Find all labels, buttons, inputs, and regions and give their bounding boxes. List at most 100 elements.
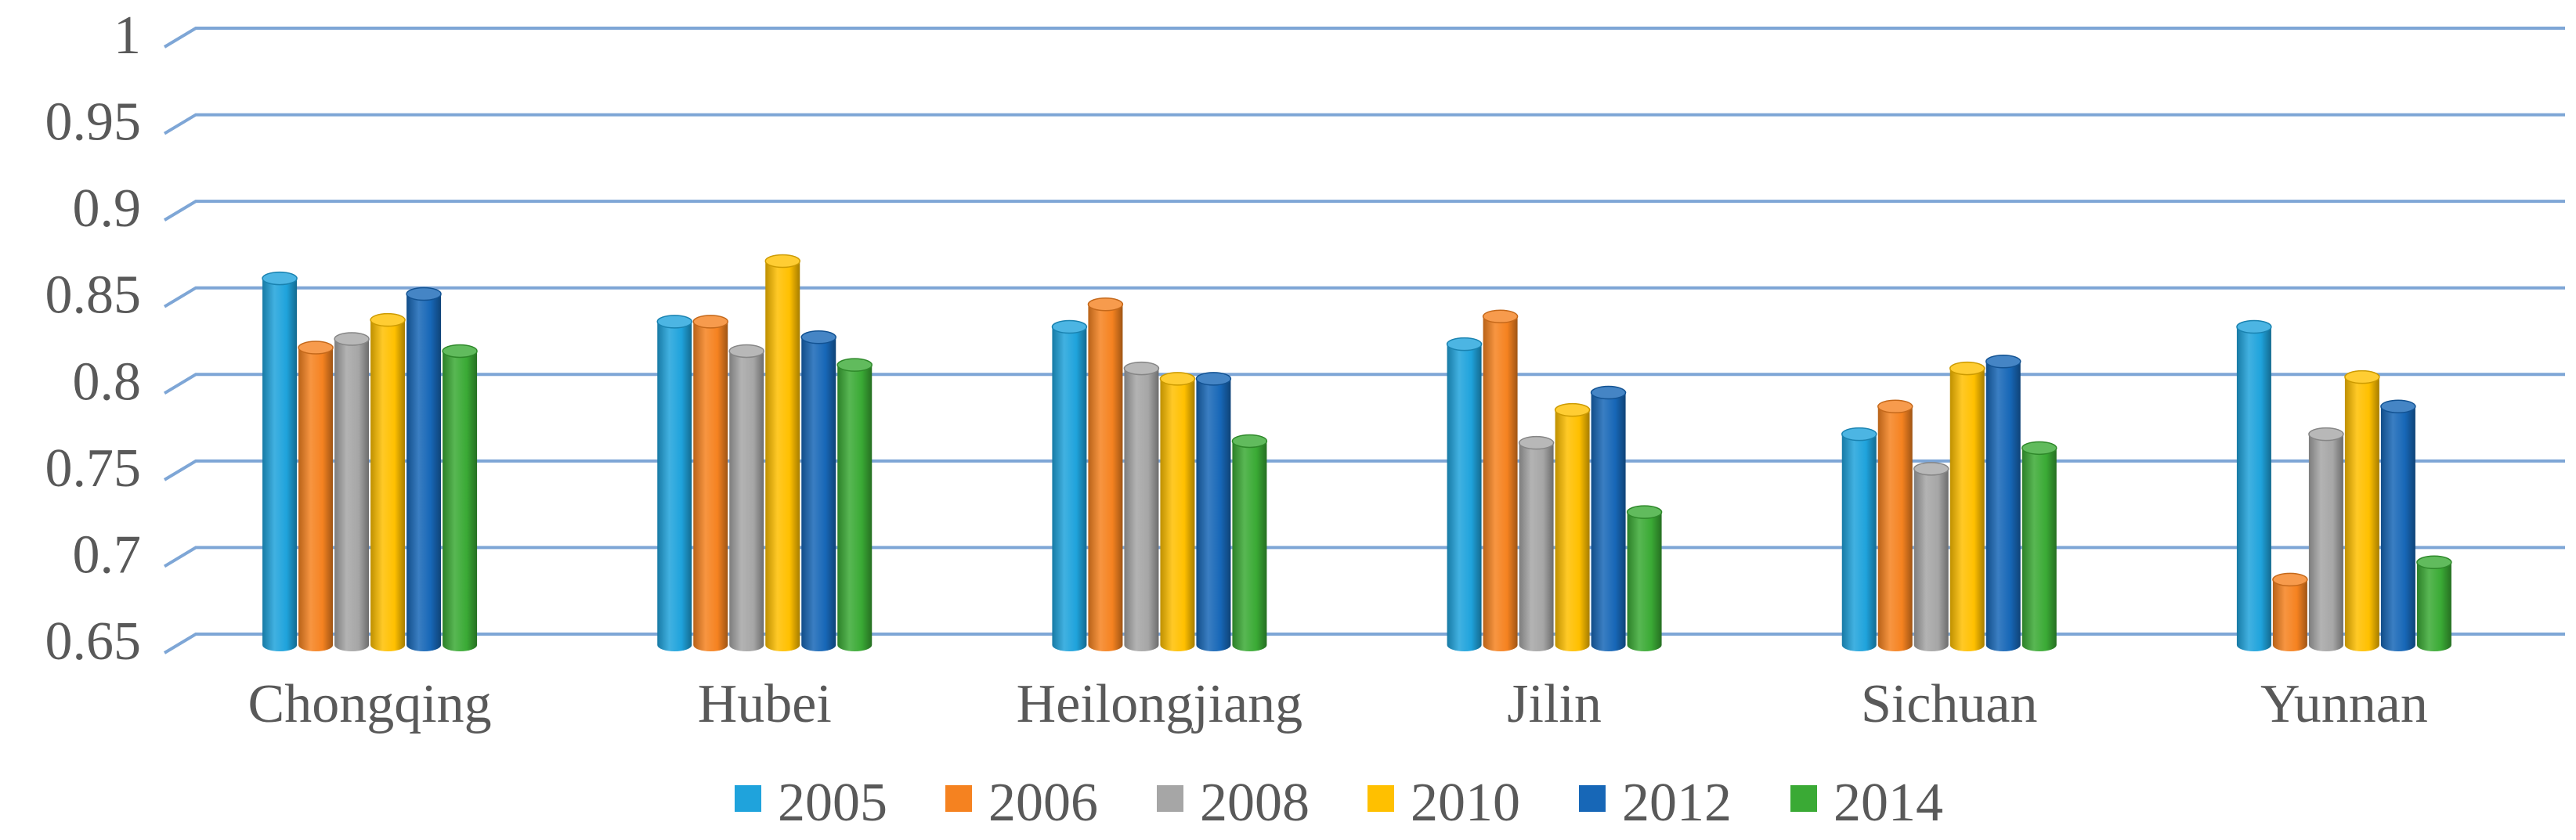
bar-cap (406, 287, 442, 301)
y-tick-label: 0.65 (45, 611, 142, 672)
bar-body (1447, 344, 1482, 651)
bar-cap (1446, 337, 1483, 352)
bar-cap (800, 330, 836, 344)
bar-body (1841, 434, 1877, 651)
bar-body (1088, 304, 1123, 651)
bar-cap (1626, 505, 1663, 519)
legend-item-2005: 2005 (735, 773, 887, 833)
bar-cap (656, 315, 692, 329)
bar-body (1877, 406, 1913, 651)
legend-item-2012: 2012 (1579, 773, 1732, 833)
gridline (163, 27, 2565, 49)
bar-body (1913, 468, 1949, 651)
bar-chongqing-2010 (370, 312, 406, 651)
bar-jilin-2012 (1590, 385, 1627, 651)
bar-yunnan-2005 (2236, 319, 2272, 651)
bar-cap (370, 312, 406, 327)
bar-body (2416, 562, 2451, 651)
bar-cap (2416, 555, 2452, 570)
x-category-label: Jilin (1507, 674, 1602, 734)
bar-cap (2380, 399, 2416, 413)
legend-swatch (945, 785, 972, 812)
gridline (163, 113, 2565, 135)
bar-cap (262, 271, 298, 286)
bar-cap (2021, 441, 2058, 456)
bar-cap (1159, 372, 1196, 386)
bar-chongqing-2006 (298, 341, 334, 651)
y-tick-label: 0.9 (73, 178, 142, 239)
legend-item-2008: 2008 (1157, 773, 1310, 833)
bar-body (1196, 378, 1231, 651)
bar-body (1949, 368, 1985, 651)
bar-jilin-2010 (1554, 402, 1591, 651)
bar-heilongjiang-2005 (1051, 319, 1088, 651)
bar-hubei-2012 (800, 330, 836, 651)
bar-cap (1949, 361, 1985, 376)
bar-body (657, 321, 692, 651)
bar-cap (1195, 372, 1232, 386)
bar-cap (2272, 572, 2308, 587)
legend-label: 2008 (1200, 773, 1310, 833)
bar-body (2236, 326, 2271, 651)
legend-label: 2005 (778, 773, 887, 833)
bar-body (801, 337, 836, 651)
bar-body (1052, 326, 1087, 651)
bar-cap (1985, 354, 2021, 369)
bar-body (1985, 361, 2021, 651)
bar-cap (1841, 427, 1877, 442)
bar-jilin-2014 (1626, 505, 1663, 651)
legend-item-2006: 2006 (945, 773, 1098, 833)
bar-cap (764, 254, 800, 269)
bar-cap (692, 315, 728, 329)
bar-body (2272, 579, 2307, 651)
bar-body (1519, 442, 1554, 651)
bar-body (2021, 448, 2057, 651)
bar-jilin-2008 (1518, 435, 1555, 651)
bar-hubei-2005 (656, 315, 692, 651)
bar-cap (1051, 319, 1088, 334)
bar-hubei-2008 (728, 344, 764, 651)
bar-body (2344, 377, 2379, 651)
bar-cap (1087, 297, 1124, 312)
bar-chongqing-2012 (406, 287, 442, 651)
x-category-label: Sichuan (1861, 674, 2038, 734)
bar-body (1232, 441, 1267, 651)
bar-jilin-2006 (1482, 309, 1519, 651)
y-tick-label: 0.75 (45, 438, 142, 499)
bar-chongqing-2014 (442, 344, 478, 651)
y-tick-label: 0.7 (73, 525, 142, 585)
bar-heilongjiang-2014 (1231, 434, 1268, 651)
bar-body (334, 339, 370, 651)
bar-chongqing-2008 (334, 332, 370, 651)
bar-body (1124, 368, 1159, 651)
bar-body (443, 351, 478, 651)
bar-cap (728, 344, 764, 359)
bar-cap (1518, 435, 1555, 450)
bar-sichuan-2014 (2021, 441, 2058, 651)
y-tick-label: 1 (114, 5, 141, 66)
y-tick-label: 0.8 (73, 352, 142, 412)
x-category-label: Heilongjiang (1017, 674, 1302, 734)
bar-cap (2308, 427, 2344, 442)
bar-body (2308, 434, 2343, 651)
bar-cap (1877, 399, 1913, 413)
legend-label: 2010 (1411, 773, 1520, 833)
bar-body (729, 351, 764, 651)
bar-hubei-2014 (836, 358, 873, 651)
bar-body (765, 261, 800, 651)
bar-heilongjiang-2012 (1195, 372, 1232, 651)
gridline (163, 200, 2565, 222)
legend-item-2014: 2014 (1790, 773, 1943, 833)
gridline (163, 459, 2565, 481)
bar-body (406, 294, 442, 651)
gridline (163, 286, 2565, 308)
gridline (163, 633, 2565, 654)
legend-swatch (1367, 785, 1394, 812)
bar-sichuan-2005 (1841, 427, 1877, 651)
y-tick-label: 0.95 (45, 92, 142, 153)
bar-heilongjiang-2006 (1087, 297, 1124, 651)
bar-cap (298, 341, 334, 355)
bar-yunnan-2006 (2272, 572, 2308, 651)
bar-sichuan-2008 (1913, 462, 1949, 651)
gridlines (163, 27, 2565, 654)
